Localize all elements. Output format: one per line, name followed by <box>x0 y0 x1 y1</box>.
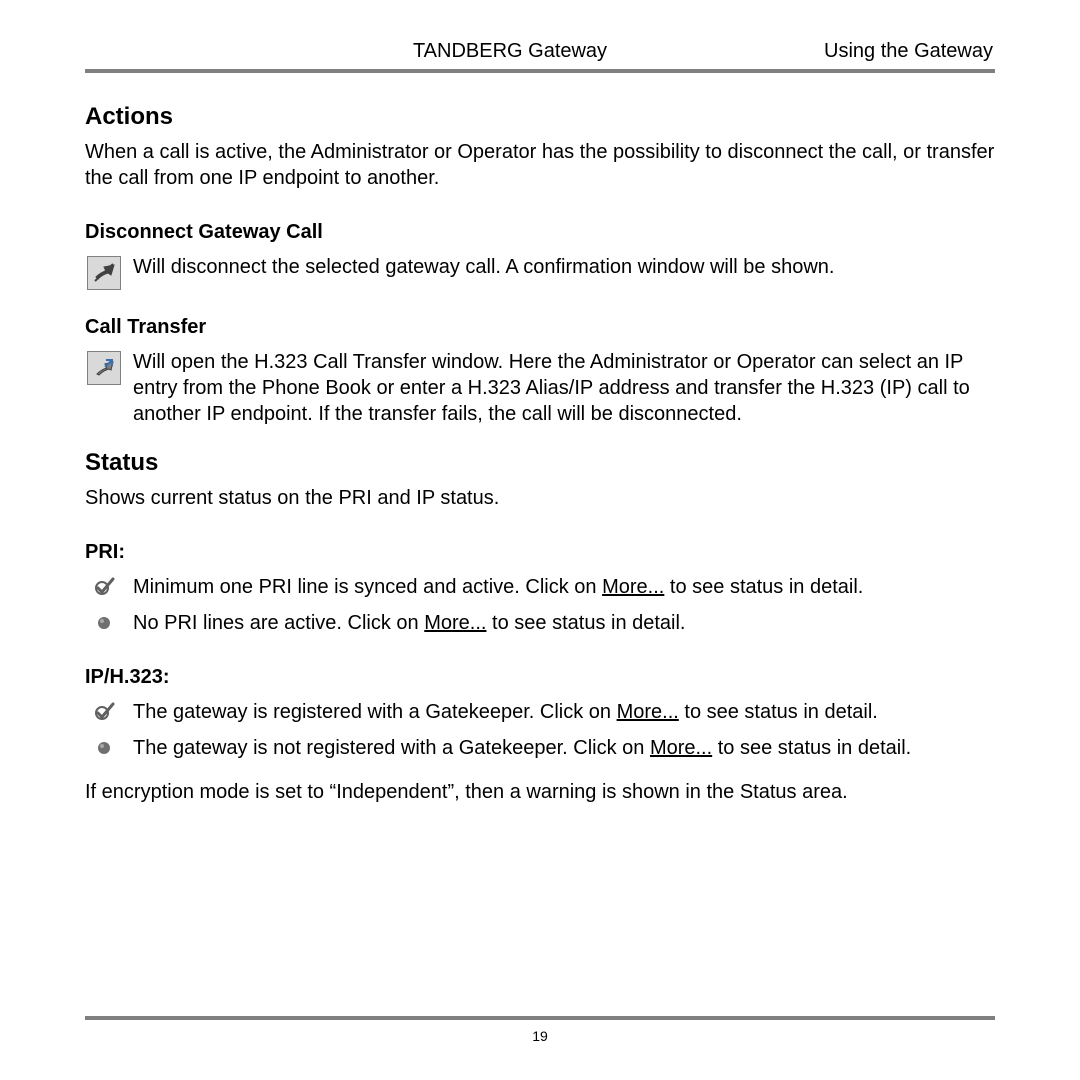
check-icon <box>85 699 123 723</box>
ip-ok-item: The gateway is registered with a Gatekee… <box>85 699 995 725</box>
disconnect-text: Will disconnect the selected gateway cal… <box>123 254 995 280</box>
document-page: TANDBERG Gateway Using the Gateway Actio… <box>0 0 1080 1080</box>
dot-icon <box>85 610 123 634</box>
check-icon <box>85 574 123 598</box>
page-header: TANDBERG Gateway Using the Gateway <box>85 40 995 69</box>
ip-bad-text: The gateway is not registered with a Gat… <box>123 735 995 761</box>
page-number: 19 <box>0 1028 1080 1044</box>
ip-bad-pre: The gateway is not registered with a Gat… <box>133 737 650 759</box>
pri-bad-pre: No PRI lines are active. Click on <box>133 612 424 634</box>
header-center: TANDBERG Gateway <box>87 40 733 63</box>
more-link[interactable]: More... <box>650 737 712 759</box>
footer-rule <box>85 1016 995 1020</box>
transfer-icon <box>85 349 123 385</box>
ip-list: The gateway is registered with a Gatekee… <box>85 699 995 761</box>
pri-ok-post: to see status in detail. <box>664 576 863 598</box>
transfer-heading: Call Transfer <box>85 316 995 339</box>
ip-bad-item: The gateway is not registered with a Gat… <box>85 735 995 761</box>
disconnect-item: Will disconnect the selected gateway cal… <box>85 254 995 290</box>
ip-ok-pre: The gateway is registered with a Gatekee… <box>133 701 617 723</box>
more-link[interactable]: More... <box>424 612 486 634</box>
pri-ok-pre: Minimum one PRI line is synced and activ… <box>133 576 602 598</box>
ip-ok-post: to see status in detail. <box>679 701 878 723</box>
dot-icon <box>85 735 123 759</box>
disconnect-heading: Disconnect Gateway Call <box>85 221 995 244</box>
header-right: Using the Gateway <box>733 40 993 63</box>
header-rule <box>85 69 995 73</box>
pri-bad-item: No PRI lines are active. Click on More..… <box>85 610 995 636</box>
pri-ok-text: Minimum one PRI line is synced and activ… <box>123 574 995 600</box>
disconnect-icon <box>85 254 123 290</box>
ip-ok-text: The gateway is registered with a Gatekee… <box>123 699 995 725</box>
pri-bad-post: to see status in detail. <box>486 612 685 634</box>
pri-ok-item: Minimum one PRI line is synced and activ… <box>85 574 995 600</box>
transfer-text: Will open the H.323 Call Transfer window… <box>123 349 995 427</box>
ip-heading: IP/H.323: <box>85 666 995 689</box>
transfer-item: Will open the H.323 Call Transfer window… <box>85 349 995 427</box>
actions-intro: When a call is active, the Administrator… <box>85 139 995 191</box>
ip-bad-post: to see status in detail. <box>712 737 911 759</box>
pri-bad-text: No PRI lines are active. Click on More..… <box>123 610 995 636</box>
status-heading: Status <box>85 449 995 477</box>
pri-list: Minimum one PRI line is synced and activ… <box>85 574 995 636</box>
encryption-note: If encryption mode is set to “Independen… <box>85 779 995 805</box>
actions-heading: Actions <box>85 103 995 131</box>
more-link[interactable]: More... <box>602 576 664 598</box>
status-intro: Shows current status on the PRI and IP s… <box>85 485 995 511</box>
pri-heading: PRI: <box>85 541 995 564</box>
more-link[interactable]: More... <box>617 701 679 723</box>
